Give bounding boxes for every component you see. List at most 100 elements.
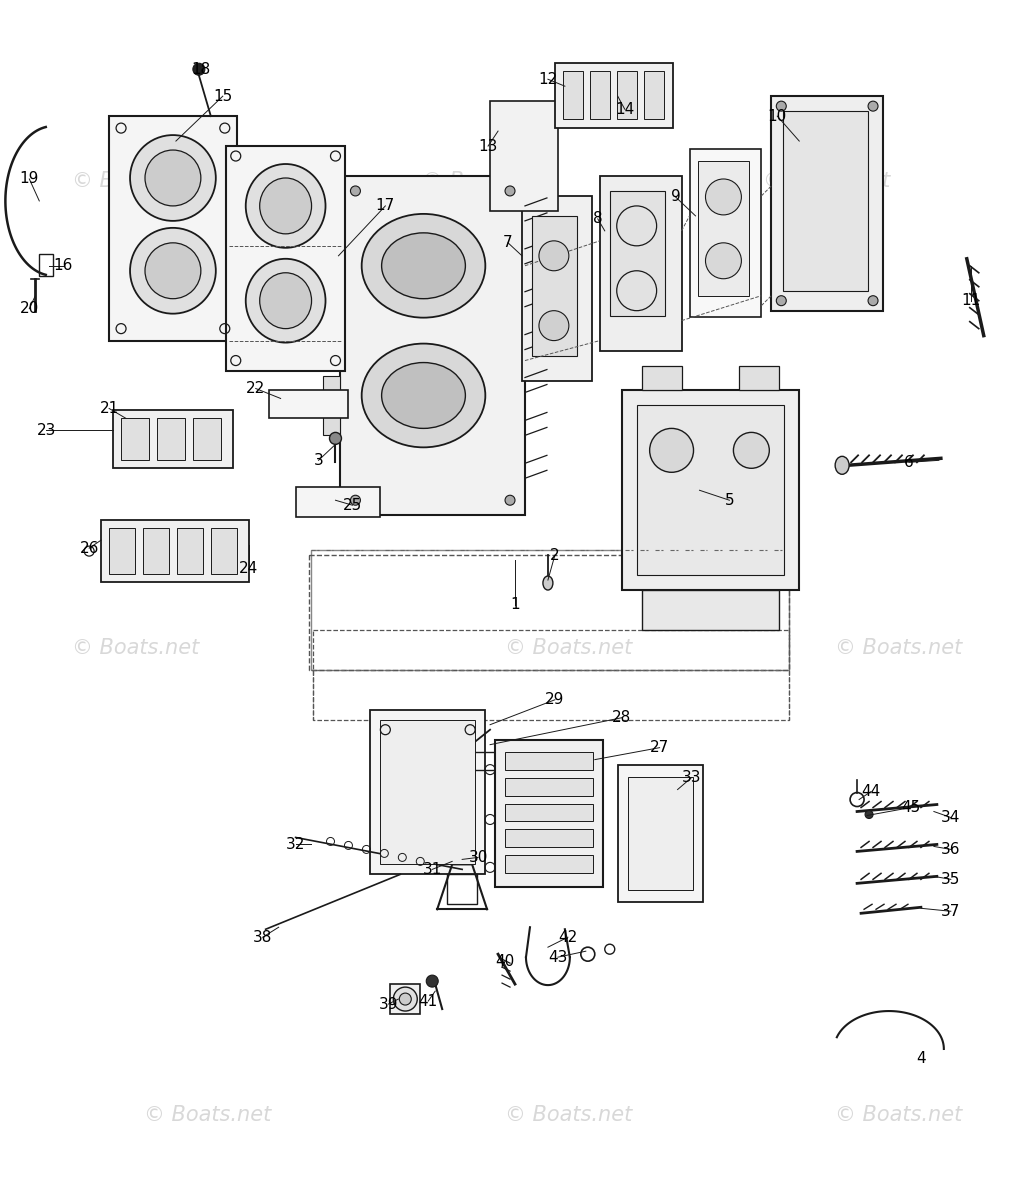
Bar — [555, 64, 672, 128]
Bar — [617, 764, 702, 902]
Text: 41: 41 — [419, 994, 437, 1008]
Text: 21: 21 — [99, 401, 119, 416]
Ellipse shape — [362, 343, 485, 448]
Text: 26: 26 — [80, 541, 99, 556]
Bar — [505, 751, 592, 769]
Text: 2: 2 — [550, 547, 559, 563]
Bar — [193, 419, 221, 461]
Text: 4: 4 — [916, 1051, 925, 1067]
Text: 42: 42 — [558, 930, 577, 944]
Text: 3: 3 — [313, 452, 324, 468]
Ellipse shape — [777, 101, 786, 112]
Text: 11: 11 — [962, 293, 980, 308]
Text: © Boats.net: © Boats.net — [505, 638, 632, 658]
Bar — [610, 191, 665, 316]
Ellipse shape — [130, 136, 216, 221]
Text: © Boats.net: © Boats.net — [763, 170, 890, 191]
Bar — [562, 71, 583, 119]
Bar — [121, 419, 149, 461]
Ellipse shape — [246, 164, 326, 248]
Bar — [177, 528, 203, 574]
Text: 45: 45 — [902, 800, 920, 815]
Bar — [370, 709, 485, 875]
Bar — [771, 96, 883, 311]
Text: © Boats.net: © Boats.net — [505, 1105, 632, 1124]
Text: © Boats.net: © Boats.net — [144, 1105, 271, 1124]
Text: 28: 28 — [612, 710, 632, 725]
Text: 33: 33 — [681, 770, 701, 785]
Bar — [323, 376, 340, 436]
Ellipse shape — [865, 810, 873, 818]
Text: 10: 10 — [767, 109, 787, 124]
Text: 30: 30 — [468, 850, 488, 865]
Text: 14: 14 — [615, 102, 634, 116]
Text: © Boats.net: © Boats.net — [71, 170, 200, 191]
Text: 16: 16 — [54, 258, 73, 274]
Ellipse shape — [351, 186, 361, 196]
Text: 15: 15 — [213, 89, 233, 103]
Ellipse shape — [382, 233, 465, 299]
Bar — [784, 112, 869, 290]
Ellipse shape — [260, 272, 311, 329]
Text: 23: 23 — [36, 422, 56, 438]
Ellipse shape — [351, 496, 361, 505]
Ellipse shape — [733, 432, 769, 468]
Text: 32: 32 — [286, 836, 305, 852]
Bar — [739, 366, 780, 390]
Text: 27: 27 — [650, 740, 669, 755]
Ellipse shape — [260, 178, 311, 234]
Ellipse shape — [777, 295, 786, 306]
Text: 7: 7 — [504, 235, 513, 251]
Bar — [157, 419, 185, 461]
Bar — [698, 161, 750, 295]
Text: 20: 20 — [20, 301, 39, 316]
Text: 31: 31 — [423, 862, 442, 877]
Ellipse shape — [399, 994, 412, 1006]
Ellipse shape — [193, 64, 205, 76]
Bar — [39, 254, 53, 276]
Bar — [143, 528, 169, 574]
Bar — [589, 71, 610, 119]
Ellipse shape — [539, 241, 569, 271]
Bar — [490, 101, 558, 211]
Ellipse shape — [330, 432, 341, 444]
Bar — [340, 176, 525, 515]
Text: 24: 24 — [239, 560, 258, 576]
Bar — [505, 829, 592, 847]
Bar — [310, 550, 789, 670]
Bar — [600, 176, 681, 350]
Text: 37: 37 — [941, 904, 961, 919]
Text: 34: 34 — [941, 810, 961, 824]
Ellipse shape — [543, 576, 553, 590]
Bar — [110, 116, 237, 341]
Ellipse shape — [835, 456, 849, 474]
Bar — [391, 984, 420, 1014]
Text: 19: 19 — [20, 172, 39, 186]
Text: 18: 18 — [191, 61, 211, 77]
Bar — [642, 366, 681, 390]
Text: 8: 8 — [592, 211, 603, 227]
Bar — [628, 776, 693, 890]
Text: 9: 9 — [671, 190, 680, 204]
Ellipse shape — [393, 988, 418, 1012]
Ellipse shape — [869, 295, 878, 306]
Ellipse shape — [505, 186, 515, 196]
Text: 36: 36 — [941, 842, 961, 857]
Text: 35: 35 — [941, 872, 961, 887]
Bar — [637, 406, 784, 575]
Bar — [621, 390, 799, 590]
Bar — [323, 236, 340, 295]
Text: 17: 17 — [375, 198, 395, 214]
Text: 38: 38 — [253, 930, 272, 944]
Ellipse shape — [145, 150, 201, 206]
Ellipse shape — [130, 228, 216, 313]
Text: 29: 29 — [545, 692, 565, 707]
Bar — [110, 528, 135, 574]
Ellipse shape — [869, 101, 878, 112]
Bar — [616, 71, 637, 119]
Text: 5: 5 — [725, 493, 734, 508]
Bar — [642, 590, 780, 630]
Text: 40: 40 — [495, 954, 515, 968]
Text: 1: 1 — [510, 598, 520, 612]
Text: 12: 12 — [539, 72, 557, 86]
